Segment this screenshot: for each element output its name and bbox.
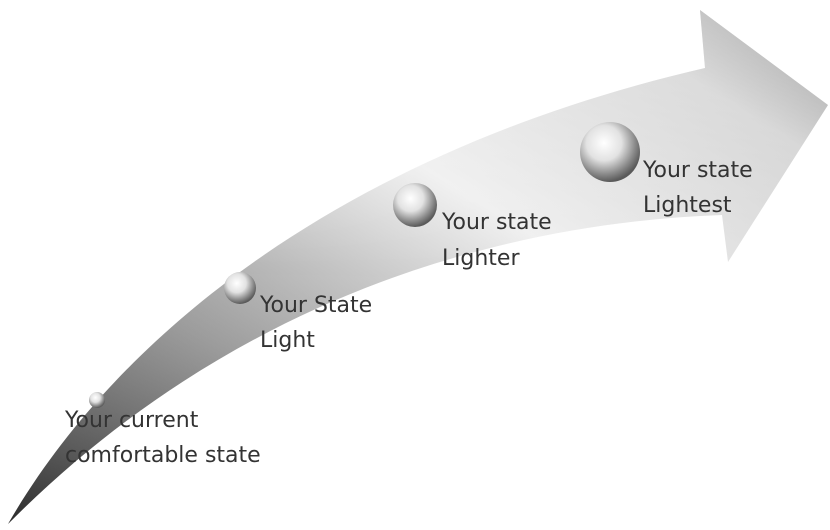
page: Your current comfortable state Your Stat… bbox=[0, 0, 830, 530]
node-label: comfortable state bbox=[65, 443, 261, 468]
node-label: Lightest bbox=[643, 193, 732, 218]
diagram: Your current comfortable state Your Stat… bbox=[0, 0, 830, 530]
sphere bbox=[224, 272, 256, 304]
node-label: Your state bbox=[642, 158, 753, 183]
node-label: Light bbox=[260, 328, 315, 353]
sphere bbox=[393, 183, 437, 227]
node-label: Your State bbox=[259, 293, 372, 318]
node-label: Your state bbox=[441, 210, 552, 235]
node-label: Your current bbox=[64, 408, 199, 433]
sphere bbox=[89, 392, 105, 408]
sphere bbox=[580, 122, 640, 182]
node-label: Lighter bbox=[442, 246, 520, 271]
